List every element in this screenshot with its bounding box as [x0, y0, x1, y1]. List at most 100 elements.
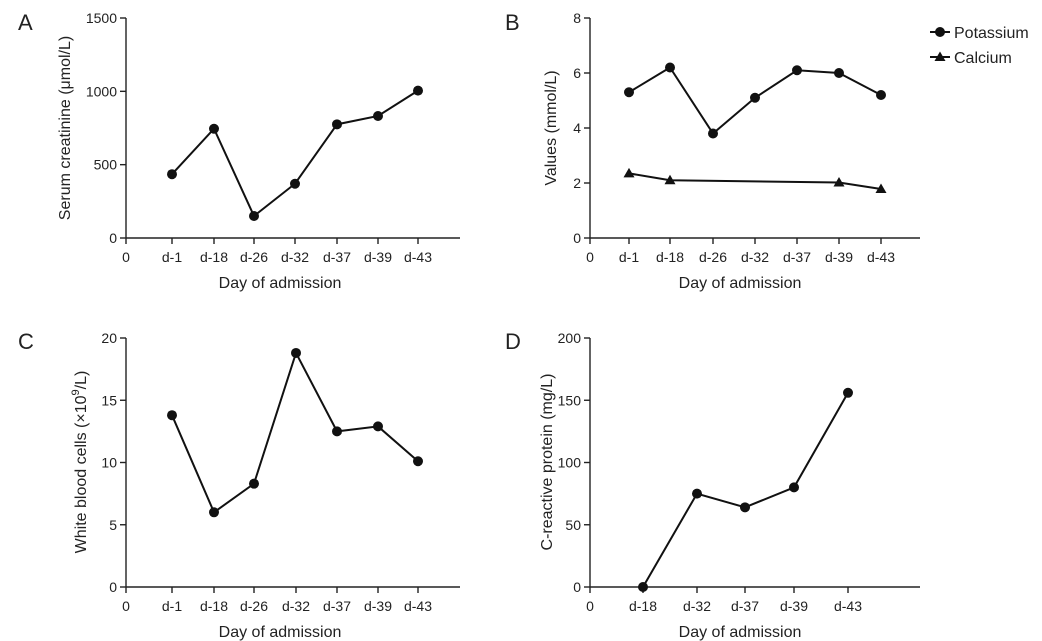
- panel-b-data-point: [623, 167, 635, 178]
- panel-b-letter: B: [505, 10, 520, 35]
- panel-c-letter: C: [18, 329, 34, 354]
- panel-d-letter: D: [505, 329, 521, 354]
- panel-d-series-line: [642, 392, 849, 588]
- panel-a-data-point: [209, 123, 219, 134]
- panel-c: C 0 5 10 15 20 0 d-1 d-18 d-26 d-32 d-37 d-39 d-43 Day…: [18, 329, 460, 641]
- panel-c-x-tick-label: d-1: [162, 598, 182, 614]
- panel-b-y-tick-label: 0: [573, 230, 581, 246]
- panel-b-x-axis-title: Day of admission: [679, 275, 802, 292]
- panel-a-x-axis-title: Day of admission: [219, 275, 342, 292]
- panel-a-y-tick-label: 1500: [86, 10, 117, 26]
- panel-b-x-tick-label: d-26: [699, 249, 727, 265]
- panel-b-data-point: [664, 174, 676, 185]
- panel-c-x-tick-label: d-26: [240, 598, 268, 614]
- panel-b-data-point: [665, 62, 675, 73]
- panel-c-x-tick-label: d-43: [404, 598, 432, 614]
- panel-b-data-point: [833, 176, 845, 187]
- panel-c-y-tick-label: 10: [101, 455, 117, 471]
- panel-d-y-tick-label: 0: [573, 579, 581, 595]
- panel-c-data-point: [249, 478, 259, 489]
- panel-b-x-tick-label: d-43: [867, 249, 895, 265]
- panel-a-x-tick-label: d-37: [323, 249, 351, 265]
- panel-c-x-tick-label: d-37: [323, 598, 351, 614]
- legend-item-potassium: Potassium: [930, 25, 1029, 42]
- panel-d-data-point: [692, 488, 702, 499]
- panel-b-y-tick-label: 4: [573, 120, 581, 136]
- panel-a-data-point: [413, 85, 423, 96]
- panel-d-y-tick-label: 100: [558, 455, 582, 471]
- panel-c-data-point: [373, 421, 383, 432]
- panel-a-y-tick-label: 1000: [86, 83, 117, 99]
- panel-a-y-tick-label: 500: [94, 157, 118, 173]
- panel-d-x-axis-title: Day of admission: [679, 624, 802, 641]
- panel-a-x-tick-label: d-26: [240, 249, 268, 265]
- panel-c-series: [167, 347, 423, 518]
- panel-b-x-tick-label: d-18: [656, 249, 684, 265]
- panel-c-y-tick-label: 20: [101, 330, 117, 346]
- panel-c-data-point: [291, 347, 301, 358]
- panel-c-x-tick-label: d-18: [200, 598, 228, 614]
- panel-c-y-tick-label: 5: [109, 517, 117, 533]
- panel-b-y-tick-label: 6: [573, 65, 581, 81]
- panel-c-series-line: [171, 350, 419, 514]
- panel-c-data-point: [209, 507, 219, 518]
- panel-b-data-point: [875, 183, 887, 194]
- panel-d-x-tick-label: d-32: [683, 598, 711, 614]
- panel-d-data-point: [843, 387, 853, 398]
- panel-c-y-axis-title-main: White blood cells (×10: [73, 395, 90, 553]
- panel-d-series: [638, 387, 853, 592]
- legend-swatch-marker: [935, 27, 945, 37]
- panel-a-data-point: [373, 110, 383, 121]
- panel-b-x-tick-label: d-39: [825, 249, 853, 265]
- panel-b-y-tick-label: 2: [573, 175, 581, 191]
- panel-c-y-axis-title: White blood cells (×109/L): [70, 371, 90, 554]
- panel-a-series: [167, 85, 423, 221]
- panel-d-x-tick-label: d-39: [780, 598, 808, 614]
- panel-a-data-point: [167, 169, 177, 180]
- panel-b-x-tick-label: d-32: [741, 249, 769, 265]
- panel-a: A 0 500 1000 1500 0 d-1 d-18 d-26 d-32 d-37 d-39 d-4…: [18, 10, 460, 292]
- panel-a-x-tick-label: d-43: [404, 249, 432, 265]
- panel-c-y-tick-label: 15: [101, 392, 117, 408]
- panel-d: D 0 50 100 150 200 0 d-18 d-32 d-37 d-39 d-43 Day of…: [505, 329, 920, 641]
- panel-b-y-tick-label: 8: [573, 10, 581, 26]
- panel-d-y-tick-label: 150: [558, 392, 582, 408]
- panel-d-x-tick-label: d-18: [629, 598, 657, 614]
- panel-d-y-axis-title: C-reactive protein (mg/L): [539, 374, 556, 551]
- panel-c-y-axis-title-sup: 9: [70, 389, 82, 395]
- panel-d-x-tick-label: 0: [586, 598, 594, 614]
- panel-c-data-point: [167, 410, 177, 421]
- panel-a-x-tick-label: 0: [122, 249, 130, 265]
- panel-a-data-point: [332, 119, 342, 130]
- panel-b-series-potassium: [624, 62, 886, 139]
- panel-b-y-axis-title: Values (mmol/L): [543, 70, 560, 185]
- panel-d-x-tick-label: d-43: [834, 598, 862, 614]
- panel-b-data-point: [708, 128, 718, 139]
- panel-c-y-axis-title-suffix: /L): [73, 371, 90, 390]
- panel-d-data-point: [789, 482, 799, 493]
- panel-b-x-tick-label: d-1: [619, 249, 639, 265]
- panel-b-x-tick-label: 0: [586, 249, 594, 265]
- panel-b-x-tick-label: d-37: [783, 249, 811, 265]
- panel-c-data-point: [413, 456, 423, 467]
- legend-label: Potassium: [954, 25, 1029, 42]
- panel-c-y-tick-label: 0: [109, 579, 117, 595]
- panel-b-data-point: [750, 92, 760, 103]
- panel-c-x-axis-title: Day of admission: [219, 624, 342, 641]
- panel-a-data-point: [249, 211, 259, 221]
- panel-a-series-line: [171, 89, 419, 218]
- panel-b-data-point: [792, 65, 802, 76]
- panel-c-x-tick-label: 0: [122, 598, 130, 614]
- panel-d-y-tick-label: 200: [558, 330, 582, 346]
- panel-b-legend: Potassium Calcium: [930, 25, 1029, 67]
- panel-a-y-tick-label: 0: [109, 230, 117, 246]
- legend-item-calcium: Calcium: [930, 50, 1012, 67]
- panel-b-data-point: [876, 90, 886, 100]
- panel-a-letter: A: [18, 10, 33, 35]
- panel-b-data-point: [624, 87, 634, 98]
- panel-d-data-point: [638, 582, 648, 592]
- panel-b: B 0 2 4 6 8 0 d-1 d-18 d-26 d-32 d-37 d-39 d-43 Day of…: [505, 10, 1029, 292]
- panel-d-y-tick-label: 50: [565, 517, 581, 533]
- panel-b-series-calcium: [623, 167, 887, 194]
